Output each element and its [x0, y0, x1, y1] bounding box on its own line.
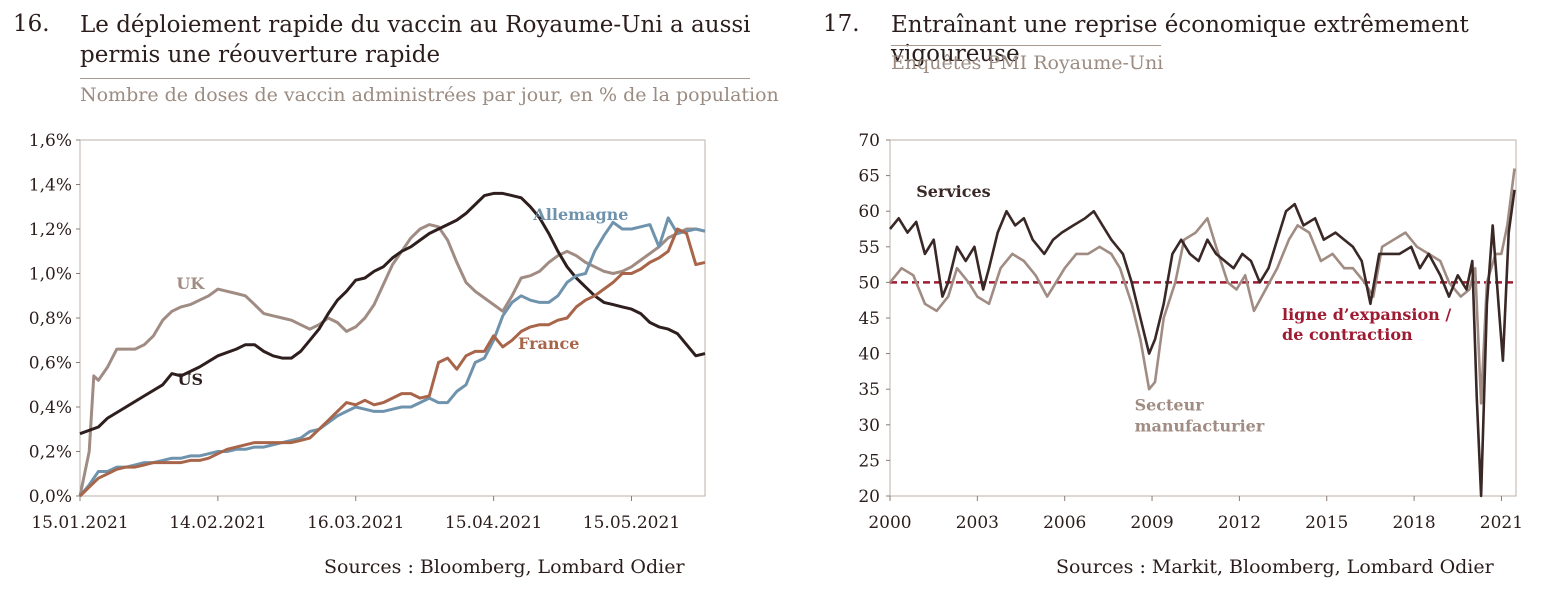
chart17-ytick-label: 50 — [858, 273, 880, 293]
chart17-xtick-label: 2003 — [956, 513, 999, 533]
chart17-source: Sources : Markit, Bloomberg, Lombard Odi… — [1056, 556, 1494, 578]
chart17-ytick-label: 20 — [858, 487, 880, 507]
chart16-title-line2: permis une réouverture rapide — [80, 42, 441, 68]
chart16-series-allemagne — [78, 216, 706, 497]
chart17-threshold-label-line1: ligne d’expansion / — [1282, 305, 1451, 324]
chart17-title-rule — [891, 45, 1161, 46]
chart16-title-rule — [80, 78, 750, 79]
chart16-ytick-label: 1,4% — [29, 176, 72, 196]
chart17-xtick-label: 2015 — [1305, 513, 1348, 533]
chart16-subtitle: Nombre de doses de vaccin administrées p… — [80, 84, 779, 106]
chart16-ytick-label: 1,6% — [29, 131, 72, 151]
chart16-ytick-label: 0,0% — [29, 487, 72, 507]
chart17-series-services — [888, 189, 1516, 498]
chart17-title: Entraînant une reprise économique extrêm… — [891, 12, 1469, 67]
chart16-plot-frame — [79, 139, 706, 497]
chart17-label-manufacturing-line1: Secteur — [1135, 396, 1205, 415]
chart16-xtick-label: 15.04.2021 — [445, 513, 542, 533]
chart16-xtick-label: 15.05.2021 — [583, 513, 680, 533]
chart17-xtick-label: 2000 — [868, 513, 911, 533]
chart17-ytick-label: 55 — [858, 238, 880, 258]
chart16-ytick-label: 0,8% — [29, 309, 72, 329]
chart16-series-uk — [78, 223, 706, 497]
chart16-series-france — [78, 227, 706, 498]
chart16-source: Sources : Bloomberg, Lombard Odier — [324, 556, 685, 578]
chart16-ytick-label: 0,4% — [29, 398, 72, 418]
chart16-label-allemagne: Allemagne — [532, 205, 628, 224]
chart16-xtick-label: 16.03.2021 — [307, 513, 404, 533]
chart16-label-france: France — [518, 334, 579, 353]
chart16-ytick-label: 1,0% — [29, 265, 72, 285]
chart17-ytick-label: 70 — [858, 131, 880, 151]
chart16-number: 16. — [13, 11, 50, 37]
chart16-series-us — [79, 191, 706, 436]
chart16-title-line1: Le déploiement rapide du vaccin au Royau… — [80, 12, 751, 38]
chart17-xtick-label: 2006 — [1043, 513, 1086, 533]
chart17-xtick-label: 2012 — [1218, 513, 1261, 533]
chart16-xtick-label: 14.02.2021 — [169, 513, 266, 533]
chart17-series-secteur-manufacturier — [888, 168, 1516, 405]
chart17-label-services: Services — [916, 182, 990, 201]
chart17-xtick-label: 2021 — [1480, 513, 1523, 533]
chart16-label-us: US — [178, 370, 204, 389]
chart17-ytick-label: 35 — [858, 380, 880, 400]
chart17-ytick-label: 45 — [858, 309, 880, 329]
chart17-ytick-label: 40 — [858, 345, 880, 365]
chart16-xtick-label: 15.01.2021 — [31, 513, 128, 533]
chart17-subtitle: Enquêtes PMI Royaume-Uni — [891, 52, 1164, 74]
chart17-ytick-label: 65 — [858, 167, 880, 187]
chart17-xtick-label: 2009 — [1130, 513, 1173, 533]
chart17-xtick-label: 2018 — [1392, 513, 1435, 533]
chart16-label-uk: UK — [176, 274, 205, 293]
chart17-threshold-label-line2: de contraction — [1282, 325, 1413, 344]
chart16-ytick-label: 1,2% — [29, 220, 72, 240]
chart16-ytick-label: 0,6% — [29, 354, 72, 374]
chart16-ytick-label: 0,2% — [29, 443, 72, 463]
chart17-ytick-label: 60 — [858, 202, 880, 222]
chart17-number: 17. — [823, 11, 860, 37]
chart17-ytick-label: 30 — [858, 416, 880, 436]
chart17-ytick-label: 25 — [858, 451, 880, 471]
chart17-label-manufacturing-line2: manufacturier — [1135, 417, 1265, 436]
